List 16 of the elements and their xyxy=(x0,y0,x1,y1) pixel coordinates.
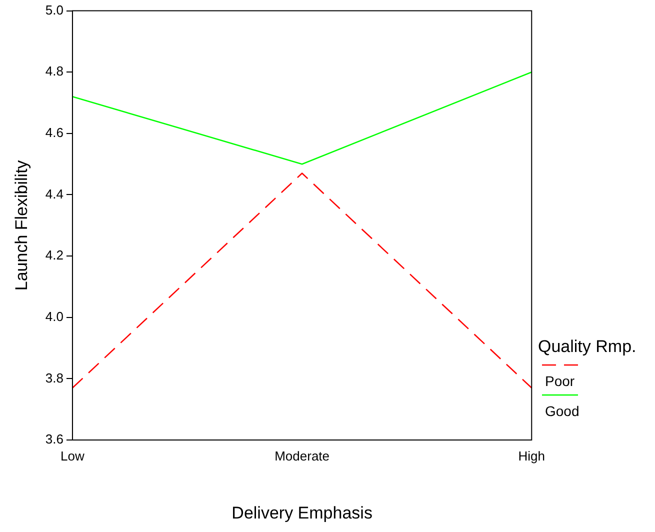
y-tick-label: 3.6 xyxy=(45,432,64,447)
y-axis-title: Launch Flexibility xyxy=(12,160,31,291)
y-tick-label: 4.2 xyxy=(45,248,64,263)
y-tick-label: 4.8 xyxy=(45,64,64,79)
legend-title: Quality Rmp. xyxy=(538,337,636,357)
x-axis-title: Delivery Emphasis xyxy=(232,503,372,522)
y-tick-label: 4.0 xyxy=(45,308,64,324)
x-tick-label: High xyxy=(518,448,546,464)
x-tick-label: Low xyxy=(60,448,85,464)
legend-label: Good xyxy=(545,403,580,419)
y-tick-label: 4.4 xyxy=(45,186,64,202)
y-tick-label: 3.8 xyxy=(45,370,64,386)
y-tick-label: 5.0 xyxy=(45,2,64,18)
x-tick-label: Moderate xyxy=(274,448,330,464)
y-tick-label: 4.6 xyxy=(45,125,64,140)
legend-label: Poor xyxy=(545,373,576,389)
